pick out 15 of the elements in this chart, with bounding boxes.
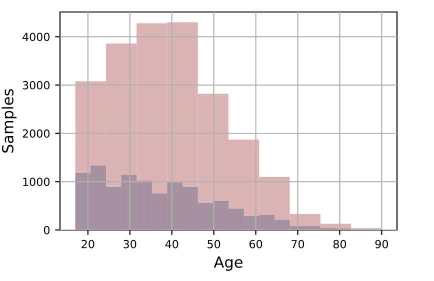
y-tick-label: 1000: [23, 178, 50, 186]
x-tick-label: 40: [165, 240, 178, 248]
y-axis-title: Samples: [2, 89, 16, 153]
y-tick-label: 0: [44, 226, 50, 234]
x-tick-label: 30: [124, 240, 136, 248]
y-tick-label: 4000: [22, 32, 50, 42]
x-tick-label: 80: [333, 240, 346, 248]
x-tick-label: 60: [249, 240, 262, 248]
x-tick-label: 90: [375, 240, 388, 248]
x-tick-label: 70: [292, 240, 304, 248]
x-tick-label: 20: [82, 240, 94, 248]
y-tick-label: 3000: [22, 81, 50, 90]
x-axis-title: Age: [214, 256, 242, 271]
x-tick-label: 50: [208, 240, 220, 248]
y-tick-label: 2000: [22, 129, 50, 138]
